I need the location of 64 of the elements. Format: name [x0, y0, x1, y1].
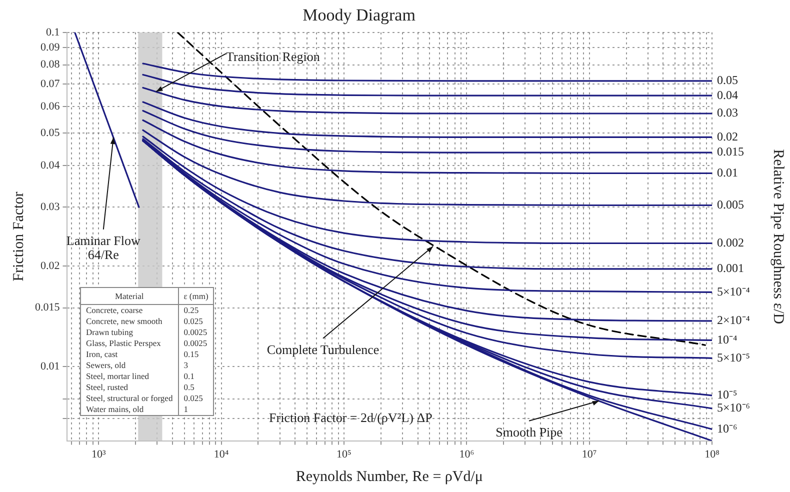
category-label: Concrete, new smooth	[85, 316, 164, 327]
y-tick-label: 0.06	[40, 100, 60, 112]
y-tick-label: 0.05	[40, 126, 60, 139]
series-label: 0.01	[717, 165, 738, 180]
y-tick-label: 0.1	[46, 26, 60, 38]
category-label: Drawn tubing	[85, 327, 134, 338]
series-label: 0.015	[717, 144, 744, 159]
y-tick-label: 0.09	[40, 42, 60, 54]
data-label: 0.0025	[178, 327, 214, 338]
series-label: 10⁻⁵	[717, 388, 738, 402]
y2-axis-title: Relative Pipe Roughness ε/D	[770, 149, 786, 324]
series-label: 0.03	[717, 106, 738, 120]
series-label: 2×10⁻⁴	[717, 313, 750, 328]
x-tick-label: 10³	[91, 448, 106, 460]
x-tick-label: 10⁷	[582, 448, 597, 460]
annotation: Transition Region	[226, 49, 320, 64]
category-label: Water mains, old	[85, 404, 145, 416]
data-label: 0.25	[178, 304, 214, 316]
x-tick-label: 10⁵	[336, 448, 352, 460]
data-label: 0.5	[178, 382, 214, 393]
y-tick-label: 0.015	[35, 302, 60, 314]
x-tick-label: 10⁶	[459, 448, 474, 460]
data-label: 3	[178, 360, 214, 371]
series-label: 5×10⁻⁵	[717, 350, 750, 364]
y-tick-label: 0.08	[40, 58, 60, 71]
series-label: 10⁻⁶	[717, 421, 738, 436]
series-label: 0.04	[717, 88, 738, 102]
series-label: 5×10⁻⁴	[717, 284, 750, 298]
x-tick-label: 10⁸	[704, 448, 720, 460]
category-label: Concrete, coarse	[85, 304, 144, 316]
series-label: 10⁻⁴	[717, 332, 738, 346]
category-label: Steel, mortar lined	[85, 371, 150, 382]
annotation: Laminar Flow 64/Re	[66, 232, 142, 262]
x-tick-label: 10⁴	[214, 448, 229, 460]
data-label: 0.0025	[178, 338, 214, 349]
y-tick-label: 0.02	[40, 260, 60, 272]
category-label: Glass, Plastic Perspex	[85, 338, 162, 349]
data-label: 0.025	[178, 316, 214, 327]
data-label: 1	[178, 404, 214, 416]
category-label: Steel, structural or forged	[85, 393, 174, 404]
data-label: 0.025	[178, 393, 214, 404]
annotation: Complete Turbulence	[266, 342, 380, 357]
category-label: Iron, cast	[85, 349, 119, 360]
text: ε (mm)	[178, 288, 214, 304]
y-tick-label: 0.01	[40, 360, 60, 373]
series-label: 0.002	[717, 235, 744, 250]
series-label: 0.001	[717, 261, 744, 276]
y-tick-label: 0.07	[40, 78, 60, 90]
series-label: 0.02	[717, 129, 738, 144]
y-axis-title: Friction Factor	[10, 192, 27, 282]
chart-title: Moody Diagram	[302, 6, 416, 25]
data-label: 0.15	[178, 349, 214, 360]
x-axis-title: Reynolds Number, Re = ρVd/μ	[296, 468, 483, 485]
y-tick-label: 0.04	[40, 159, 60, 172]
category-label: Sewers, old	[85, 360, 127, 371]
annotation: Smooth Pipe	[496, 424, 563, 440]
category-label: Steel, rusted	[85, 382, 130, 393]
data-label: 0.1	[178, 371, 214, 382]
annotation: Friction Factor = 2d/(ρV²L) ΔP	[269, 410, 432, 426]
text: Material	[80, 288, 178, 304]
series-label: 0.005	[717, 197, 744, 212]
series-label: 0.05	[717, 73, 738, 88]
series-label: 5×10⁻⁶	[717, 400, 750, 415]
y-tick-label: 0.03	[40, 201, 60, 214]
